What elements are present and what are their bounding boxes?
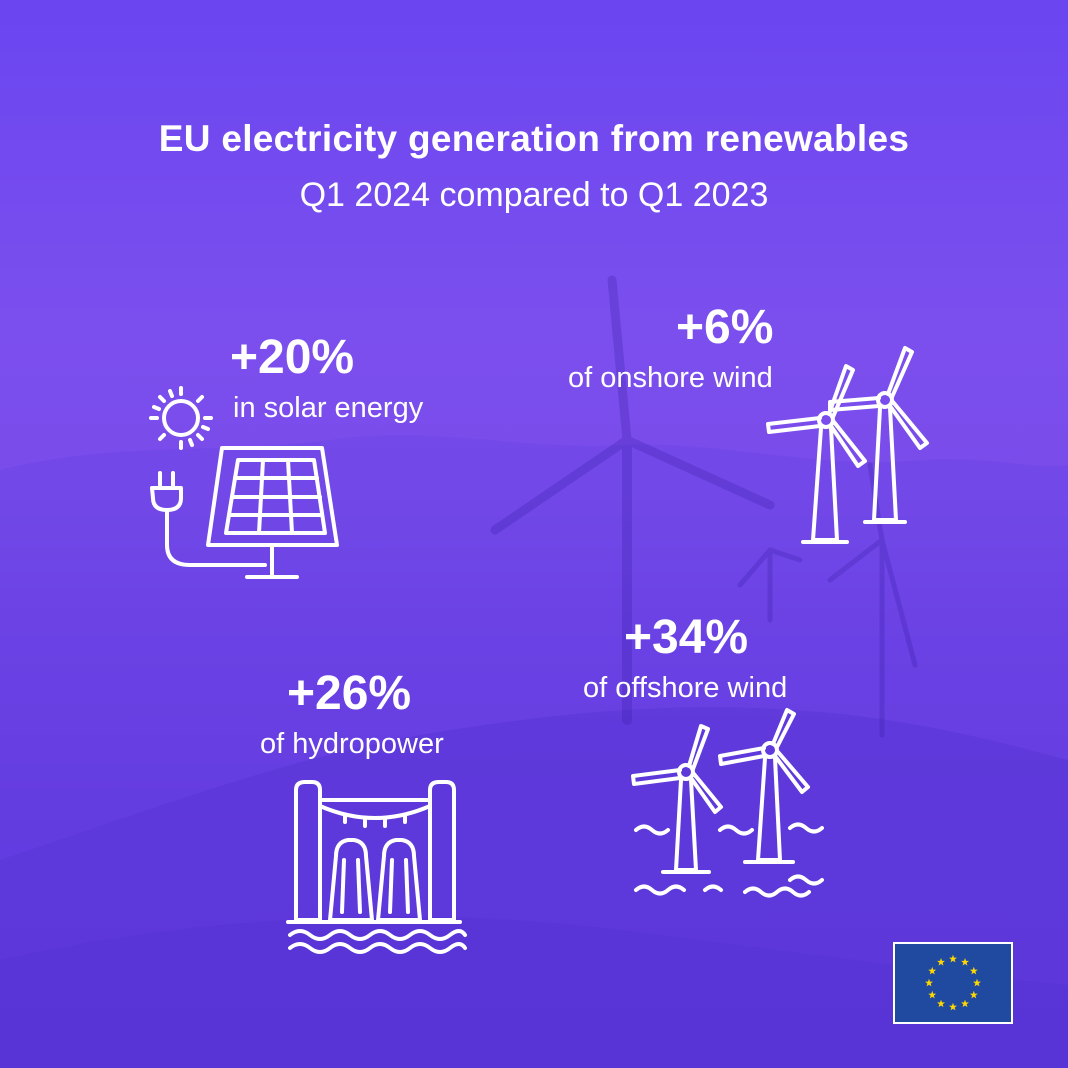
offshore-value: +34% bbox=[624, 611, 749, 664]
near-hill bbox=[0, 707, 1068, 1068]
eu-stars bbox=[925, 954, 981, 1011]
offshore-label: of offshore wind bbox=[583, 672, 788, 704]
solar-label: in solar energy bbox=[233, 392, 424, 424]
offshore-turbine-left bbox=[631, 724, 723, 874]
onshore-wind-turbines-icon bbox=[766, 346, 929, 544]
subtitle: Q1 2024 compared to Q1 2023 bbox=[299, 176, 769, 214]
eu-star-icon bbox=[969, 990, 978, 999]
background-turbine-small bbox=[737, 462, 918, 738]
eu-star-icon bbox=[937, 999, 945, 1008]
eu-star-icon bbox=[937, 958, 945, 966]
offshore-turbine-right bbox=[718, 708, 810, 864]
eu-flag-icon bbox=[893, 942, 1013, 1024]
hydropower-dam-icon bbox=[286, 780, 467, 954]
eu-star-icon bbox=[969, 966, 978, 975]
turbine-left bbox=[766, 364, 867, 544]
eu-star-icon bbox=[928, 990, 937, 999]
sun-rays bbox=[149, 386, 213, 450]
onshore-value: +6% bbox=[676, 301, 774, 354]
foreground-hill bbox=[0, 916, 1068, 1068]
eu-star-icon bbox=[928, 966, 937, 975]
solar-panel-icon bbox=[149, 386, 339, 579]
background-turbine-large bbox=[490, 275, 775, 725]
eu-star-icon bbox=[949, 1002, 957, 1011]
solar-value: +20% bbox=[230, 331, 355, 384]
eu-star-icon bbox=[925, 978, 933, 987]
onshore-label: of onshore wind bbox=[568, 362, 773, 394]
hydro-label: of hydropower bbox=[260, 728, 444, 760]
hydro-value: +26% bbox=[287, 667, 412, 720]
eu-star-icon bbox=[973, 978, 981, 987]
sun-icon bbox=[162, 399, 200, 437]
eu-star-icon bbox=[949, 954, 957, 963]
offshore-wind-turbines-icon bbox=[631, 708, 824, 898]
eu-star-icon bbox=[961, 958, 969, 966]
eu-star-icon bbox=[961, 999, 969, 1008]
title: EU electricity generation from renewable… bbox=[158, 118, 910, 159]
